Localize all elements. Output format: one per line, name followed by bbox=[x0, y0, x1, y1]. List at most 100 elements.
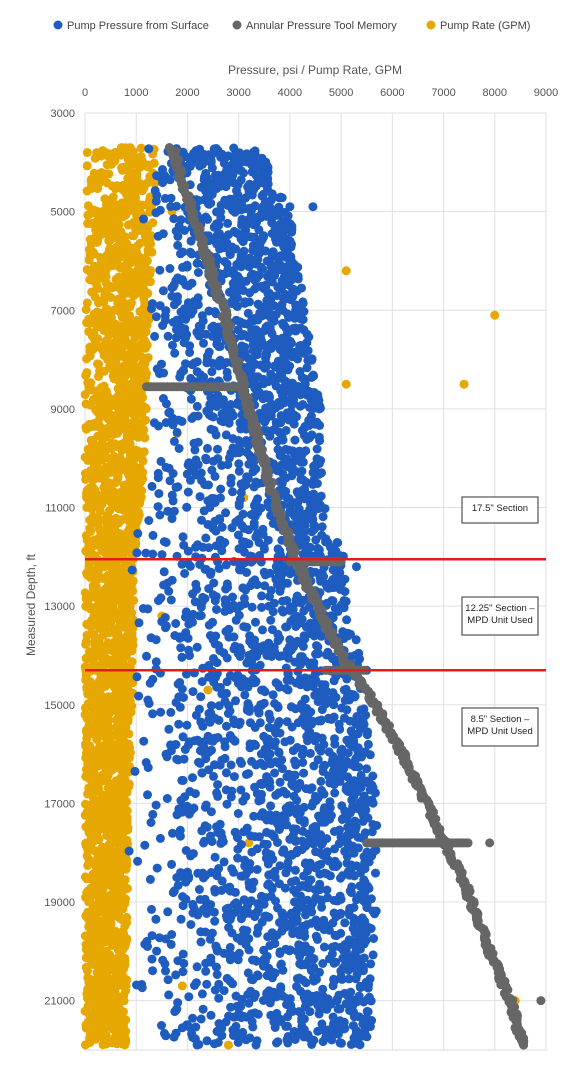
pump-rate-point bbox=[84, 772, 94, 782]
pump-pressure-point bbox=[268, 690, 278, 700]
pump-rate-point bbox=[133, 351, 143, 361]
pump-rate-point bbox=[119, 352, 129, 362]
pump-rate-point bbox=[120, 683, 130, 693]
series-pump-rate bbox=[80, 143, 520, 1050]
pump-pressure-point bbox=[225, 706, 235, 716]
pump-pressure-point bbox=[151, 312, 161, 322]
pump-pressure-point bbox=[182, 1020, 192, 1030]
pump-rate-point bbox=[82, 851, 92, 861]
pump-pressure-point bbox=[259, 231, 269, 241]
pump-rate-point bbox=[135, 238, 145, 248]
pump-pressure-point bbox=[207, 465, 217, 475]
pump-rate-point bbox=[80, 390, 90, 400]
pump-rate-point bbox=[83, 210, 93, 220]
pump-pressure-point bbox=[363, 739, 373, 749]
pump-pressure-point bbox=[184, 992, 194, 1002]
pump-pressure-point bbox=[221, 768, 231, 778]
pump-pressure-point bbox=[172, 427, 182, 437]
pump-pressure-point bbox=[345, 886, 355, 896]
pump-rate-point bbox=[93, 931, 103, 941]
pump-rate-point bbox=[103, 692, 113, 702]
pump-rate-point bbox=[110, 156, 120, 166]
pump-pressure-point bbox=[196, 468, 206, 478]
pump-pressure-point bbox=[192, 642, 202, 652]
pump-rate-point bbox=[82, 161, 92, 171]
pump-pressure-point bbox=[315, 879, 325, 889]
pump-pressure-point bbox=[163, 907, 173, 917]
pump-pressure-point bbox=[148, 966, 158, 976]
pump-pressure-point bbox=[251, 532, 261, 542]
pump-rate-point bbox=[83, 984, 93, 994]
pump-pressure-point bbox=[273, 838, 282, 847]
pump-pressure-point bbox=[297, 283, 306, 293]
pump-rate-point bbox=[91, 862, 101, 872]
pump-pressure-point bbox=[127, 565, 137, 575]
pump-pressure-point bbox=[294, 973, 304, 983]
x-tick-label: 5000 bbox=[329, 87, 353, 99]
pump-rate-point bbox=[107, 425, 117, 435]
pump-pressure-point bbox=[336, 928, 346, 938]
pump-rate-point bbox=[113, 976, 123, 985]
x-tick-label: 7000 bbox=[431, 87, 455, 99]
pump-rate-point bbox=[108, 192, 118, 202]
pump-pressure-point bbox=[180, 569, 190, 578]
pump-rate-point bbox=[130, 272, 139, 282]
pump-pressure-point bbox=[232, 293, 242, 303]
pump-rate-point bbox=[141, 341, 150, 350]
pump-pressure-point bbox=[179, 338, 189, 348]
pump-rate-point bbox=[103, 570, 113, 580]
pump-rate-point bbox=[146, 266, 155, 275]
pump-rate-point bbox=[117, 564, 127, 574]
pump-pressure-point bbox=[174, 719, 184, 729]
pump-rate-point bbox=[109, 613, 119, 623]
pump-rate-point bbox=[80, 588, 90, 598]
pump-pressure-point bbox=[183, 487, 193, 497]
pump-rate-point bbox=[95, 880, 105, 890]
pump-rate-point bbox=[113, 579, 123, 589]
pump-pressure-point bbox=[213, 780, 223, 790]
pump-pressure-point bbox=[132, 548, 142, 558]
pump-rate-point bbox=[119, 728, 129, 738]
pump-pressure-point bbox=[146, 818, 156, 827]
pump-rate-point bbox=[121, 269, 131, 279]
pump-pressure-point bbox=[251, 676, 261, 686]
pump-rate-point bbox=[118, 810, 128, 820]
pump-rate-point bbox=[109, 560, 119, 570]
pump-pressure-point bbox=[257, 591, 267, 601]
pump-rate-point bbox=[125, 179, 135, 188]
pump-rate-point bbox=[341, 379, 351, 389]
pump-rate-point bbox=[119, 670, 129, 680]
pump-rate-point bbox=[105, 754, 115, 764]
pump-pressure-point bbox=[307, 907, 317, 917]
pump-pressure-point bbox=[176, 249, 185, 259]
pump-pressure-point bbox=[139, 214, 148, 224]
x-tick-label: 1000 bbox=[124, 87, 148, 99]
y-tick-label: 9000 bbox=[51, 404, 75, 416]
pump-rate-point bbox=[100, 351, 110, 361]
pump-pressure-point bbox=[342, 615, 352, 625]
pump-pressure-point bbox=[196, 611, 206, 621]
pump-pressure-point bbox=[249, 811, 259, 821]
pump-pressure-point bbox=[245, 718, 255, 728]
pump-pressure-point bbox=[238, 286, 248, 295]
pump-rate-point bbox=[121, 189, 131, 199]
pump-pressure-point bbox=[173, 240, 183, 250]
pump-pressure-point bbox=[310, 796, 320, 806]
pump-rate-point bbox=[83, 378, 93, 388]
pump-rate-point bbox=[100, 432, 110, 442]
pump-rate-point bbox=[118, 904, 128, 914]
pump-pressure-point bbox=[191, 146, 201, 156]
pump-pressure-point bbox=[241, 585, 251, 595]
pump-pressure-point bbox=[177, 652, 187, 662]
pump-pressure-point bbox=[182, 720, 192, 730]
pump-rate-point bbox=[133, 390, 143, 400]
pump-pressure-point bbox=[190, 981, 199, 990]
pump-pressure-point bbox=[226, 760, 236, 770]
pump-rate-point bbox=[126, 157, 136, 167]
x-tick-label: 3000 bbox=[226, 87, 250, 99]
pump-pressure-point bbox=[233, 809, 243, 818]
pump-rate-point bbox=[94, 372, 103, 381]
pump-pressure-point bbox=[292, 982, 301, 991]
pump-pressure-point bbox=[186, 394, 196, 404]
pump-rate-point bbox=[82, 368, 92, 378]
